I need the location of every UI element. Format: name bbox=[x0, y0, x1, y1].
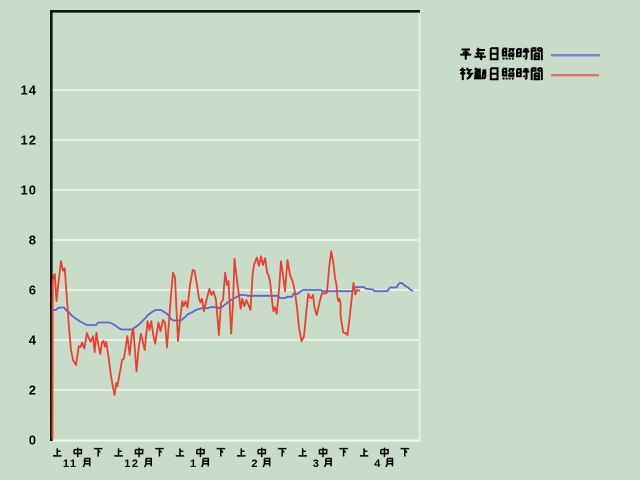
svg-text:6: 6 bbox=[29, 283, 37, 298]
svg-text:4: 4 bbox=[29, 333, 37, 348]
svg-text:12: 12 bbox=[124, 458, 139, 470]
svg-text:2: 2 bbox=[251, 458, 259, 470]
svg-text:0: 0 bbox=[29, 433, 37, 448]
svg-text:11: 11 bbox=[63, 458, 78, 470]
svg-text:12: 12 bbox=[21, 133, 37, 148]
svg-text:14: 14 bbox=[21, 83, 37, 98]
svg-text:1: 1 bbox=[190, 458, 198, 470]
svg-text:10: 10 bbox=[21, 183, 37, 198]
svg-text:8: 8 bbox=[29, 233, 37, 248]
svg-text:3: 3 bbox=[313, 458, 321, 470]
svg-text:2: 2 bbox=[29, 383, 37, 398]
svg-text:4: 4 bbox=[374, 458, 382, 470]
